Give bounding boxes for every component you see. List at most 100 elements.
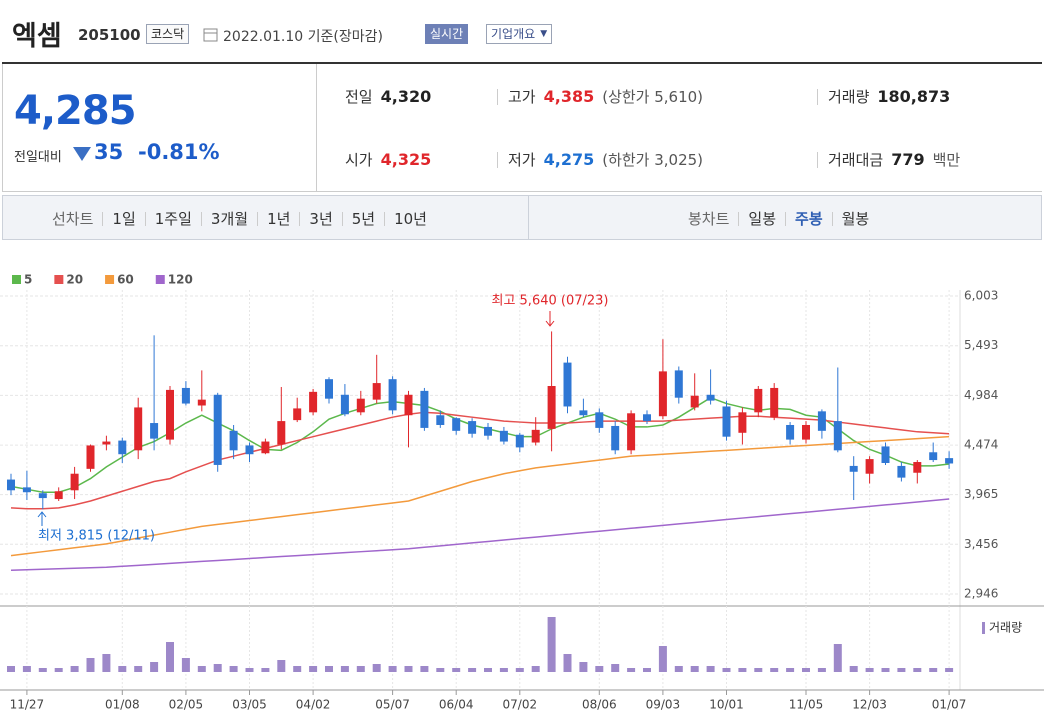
y-tick-label: 5,493 (964, 338, 998, 352)
volume-bar (690, 666, 699, 672)
line-tab[interactable]: 10년 (384, 211, 436, 226)
legend-label: 60 (117, 273, 134, 287)
volume-bar (706, 666, 715, 672)
candle-tab[interactable]: 주봉 (785, 211, 832, 226)
quote-value: 4,325 (380, 150, 432, 169)
line-tab-label: 선차트 (52, 210, 94, 228)
candle-body (372, 383, 381, 400)
x-tick-label: 04/02 (296, 698, 331, 712)
volume-bar (388, 666, 397, 672)
quote-note: (상한가 5,610) (602, 88, 704, 106)
quote-value: 779 (891, 150, 925, 169)
legend-swatch (155, 275, 165, 284)
volume-bar (325, 666, 333, 672)
candle-body (865, 459, 874, 474)
y-tick-label: 2,946 (964, 586, 998, 600)
candle-body (468, 421, 477, 434)
candle-body (86, 445, 95, 469)
volume-legend: 거래량 (989, 621, 1022, 635)
quote-label: 시가 (345, 151, 373, 169)
x-tick-label: 08/06 (582, 698, 617, 712)
annotation: 최고 5,640 (07/23) (491, 294, 608, 309)
volume-bar (420, 666, 429, 672)
tab-bar (2, 195, 1042, 240)
x-tick-label: 11/05 (789, 698, 824, 712)
volume-bar (595, 666, 604, 672)
volume-bar (897, 668, 906, 672)
volume-bar (245, 668, 254, 672)
quote-item: 시가 4,325 (345, 149, 431, 170)
quote-label: 거래량 (828, 88, 870, 106)
candle-body (22, 487, 31, 493)
y-tick-label: 4,984 (964, 388, 998, 402)
line-tab[interactable]: 1주일 (144, 211, 201, 226)
candle-body (293, 408, 302, 421)
x-tick-label: 11/27 (10, 698, 45, 712)
candle-body (754, 388, 763, 413)
quote-item: 고가 4,385 (상한가 5,610) (508, 86, 703, 107)
quote-value: 4,385 (543, 87, 595, 106)
candle-body (770, 387, 779, 418)
price-cell (2, 64, 317, 192)
x-tick-label: 06/04 (439, 698, 474, 712)
candle-body (817, 411, 826, 431)
volume-bar (340, 666, 349, 672)
volume-bar (643, 668, 651, 672)
candle-body (802, 424, 810, 440)
realtime-button[interactable]: 실시간 (425, 24, 469, 44)
candle-tabs: 봉차트 일봉 주봉 월봉 (688, 208, 878, 229)
volume-bar (197, 666, 206, 672)
volume-bar (738, 668, 747, 672)
volume-bar (134, 666, 143, 672)
moving-average (10, 411, 950, 510)
candle-body (197, 399, 206, 406)
quote-panel (2, 62, 1042, 192)
quote-label: 거래대금 (828, 151, 884, 169)
legend-swatch (12, 275, 21, 284)
candle-body (595, 412, 604, 428)
line-tab[interactable]: 5년 (341, 211, 384, 226)
company-label: 기업개요 (491, 27, 536, 41)
line-tab[interactable]: 1년 (257, 211, 299, 226)
quote-label: 전일 (345, 88, 373, 106)
candle-tab[interactable]: 월봉 (831, 211, 879, 226)
candle-tab[interactable]: 일봉 (738, 211, 785, 226)
legend-swatch (105, 275, 115, 284)
x-tick-label: 07/02 (503, 698, 538, 712)
volume-bar (86, 658, 95, 672)
volume-bar (261, 668, 270, 672)
candle-body (658, 371, 667, 417)
change-label: 전일대비 (14, 150, 62, 165)
candle-body (277, 421, 286, 445)
volume-bar (484, 668, 492, 672)
calendar-icon (203, 28, 218, 42)
candle-body (118, 440, 127, 455)
candle-body (722, 406, 731, 437)
candle-body (833, 421, 842, 451)
stock-name: 엑셈 (12, 21, 62, 52)
candle-body (340, 394, 349, 415)
candle-body (945, 458, 954, 464)
volume-bar (7, 666, 15, 672)
chart: 6,003 5,493 4,984 4,474 3,965 3,456 2,946 11/27… (0, 273, 1044, 712)
candle-body (643, 414, 651, 422)
company-button[interactable]: 기업개요 ▼ (486, 24, 553, 44)
volume-bar (929, 668, 938, 672)
volume-bar (118, 666, 127, 672)
candle-body (70, 473, 79, 491)
line-tab[interactable]: 3개월 (200, 211, 257, 226)
annotation: 최저 3,815 (12/11) (38, 529, 155, 544)
volume-bar (309, 666, 318, 672)
y-tick-label: 4,474 (964, 438, 998, 452)
x-tick-label: 05/07 (375, 698, 410, 712)
candle-body (849, 465, 858, 472)
y-tick-label: 3,456 (964, 537, 998, 551)
line-tab[interactable]: 1일 (102, 211, 144, 226)
legend-label: 20 (66, 273, 83, 287)
candle-body (229, 430, 238, 451)
quote-value: 4,275 (543, 150, 595, 169)
candle-body (929, 452, 938, 461)
line-tab[interactable]: 3년 (299, 211, 341, 226)
change-rate: -0.81% (138, 140, 220, 164)
tab-divider (528, 195, 529, 240)
